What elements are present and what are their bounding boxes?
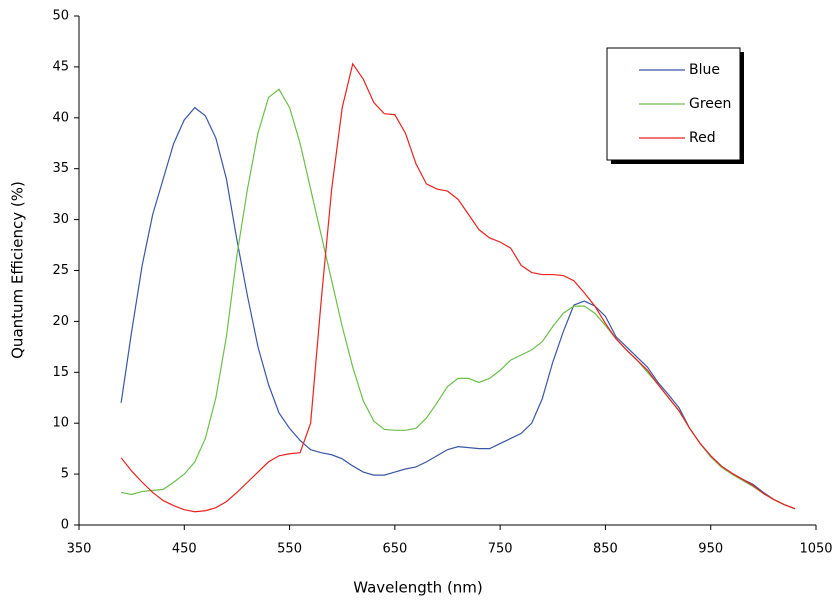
y-tick-label: 5	[61, 467, 69, 482]
x-axis-label: Wavelength (nm)	[353, 579, 483, 597]
y-tick-label: 15	[52, 365, 69, 380]
x-tick-label: 650	[382, 542, 407, 557]
y-tick-label: 50	[52, 9, 69, 24]
x-tick-label: 950	[698, 542, 723, 557]
y-tick-label: 25	[52, 263, 69, 278]
y-tick-label: 35	[52, 161, 69, 176]
legend-label: Blue	[689, 62, 720, 78]
line-series	[120, 62, 796, 513]
y-tick-label: 20	[52, 314, 69, 329]
x-tick-label: 350	[67, 542, 92, 557]
y-tick-label: 40	[52, 110, 69, 125]
x-tick-label: 550	[277, 542, 302, 557]
y-tick-label: 0	[61, 518, 69, 533]
x-tick-label: 450	[172, 542, 197, 557]
y-tick-label: 10	[52, 416, 69, 431]
x-tick-label: 1050	[799, 542, 832, 557]
line-series	[120, 106, 796, 510]
x-tick-label: 750	[488, 542, 513, 557]
legend-label: Red	[689, 130, 716, 146]
x-tick-label: 850	[593, 542, 618, 557]
y-axis-label: Quantum Efficiency (%)	[9, 181, 27, 359]
y-tick-label: 30	[52, 212, 69, 227]
legend-label: Green	[689, 96, 731, 112]
y-tick-label: 45	[52, 59, 69, 74]
